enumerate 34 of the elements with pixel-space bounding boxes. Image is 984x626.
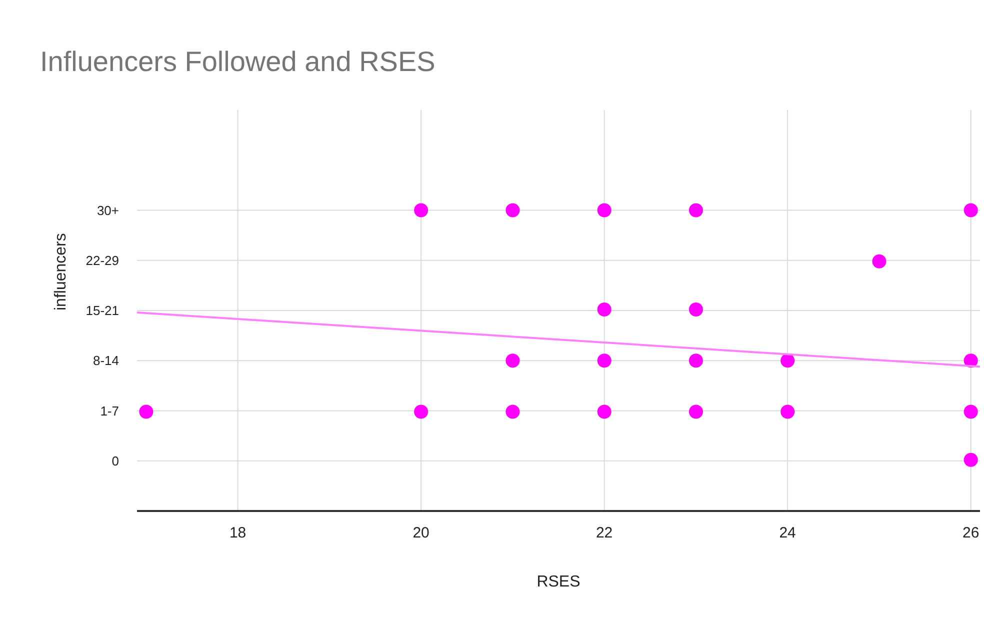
- y-axis-title: influencers: [52, 233, 70, 310]
- point: [688, 203, 703, 218]
- point: [688, 302, 703, 316]
- point: [964, 452, 978, 467]
- category-label: 1-7: [100, 403, 119, 418]
- x-tick-label: 22: [596, 524, 613, 542]
- category-label: 15-21: [86, 303, 119, 318]
- category-label: 8-14: [92, 353, 119, 368]
- point: [506, 354, 520, 368]
- point: [597, 404, 612, 419]
- point: [506, 203, 520, 218]
- x-axis-title: RSES: [536, 573, 580, 590]
- point: [872, 254, 886, 268]
- category-label: 0: [112, 453, 119, 468]
- x-tick-label: 18: [229, 524, 246, 542]
- point: [688, 354, 703, 368]
- point: [964, 203, 978, 218]
- x-tick-label: 24: [779, 524, 796, 542]
- point: [780, 354, 795, 368]
- x-tick-label: 26: [962, 524, 980, 542]
- point: [964, 404, 978, 419]
- point: [414, 203, 428, 218]
- category-label: 30+: [96, 202, 119, 218]
- point: [506, 404, 520, 419]
- category-label: 22-29: [86, 252, 119, 268]
- point: [688, 404, 703, 419]
- x-tick-label: 20: [412, 524, 430, 542]
- chart-title: Influencers Followed and RSES: [40, 46, 436, 78]
- point: [780, 404, 795, 419]
- point: [414, 404, 428, 419]
- point: [597, 302, 612, 316]
- point: [597, 354, 612, 368]
- point: [597, 203, 612, 218]
- point: [139, 404, 154, 419]
